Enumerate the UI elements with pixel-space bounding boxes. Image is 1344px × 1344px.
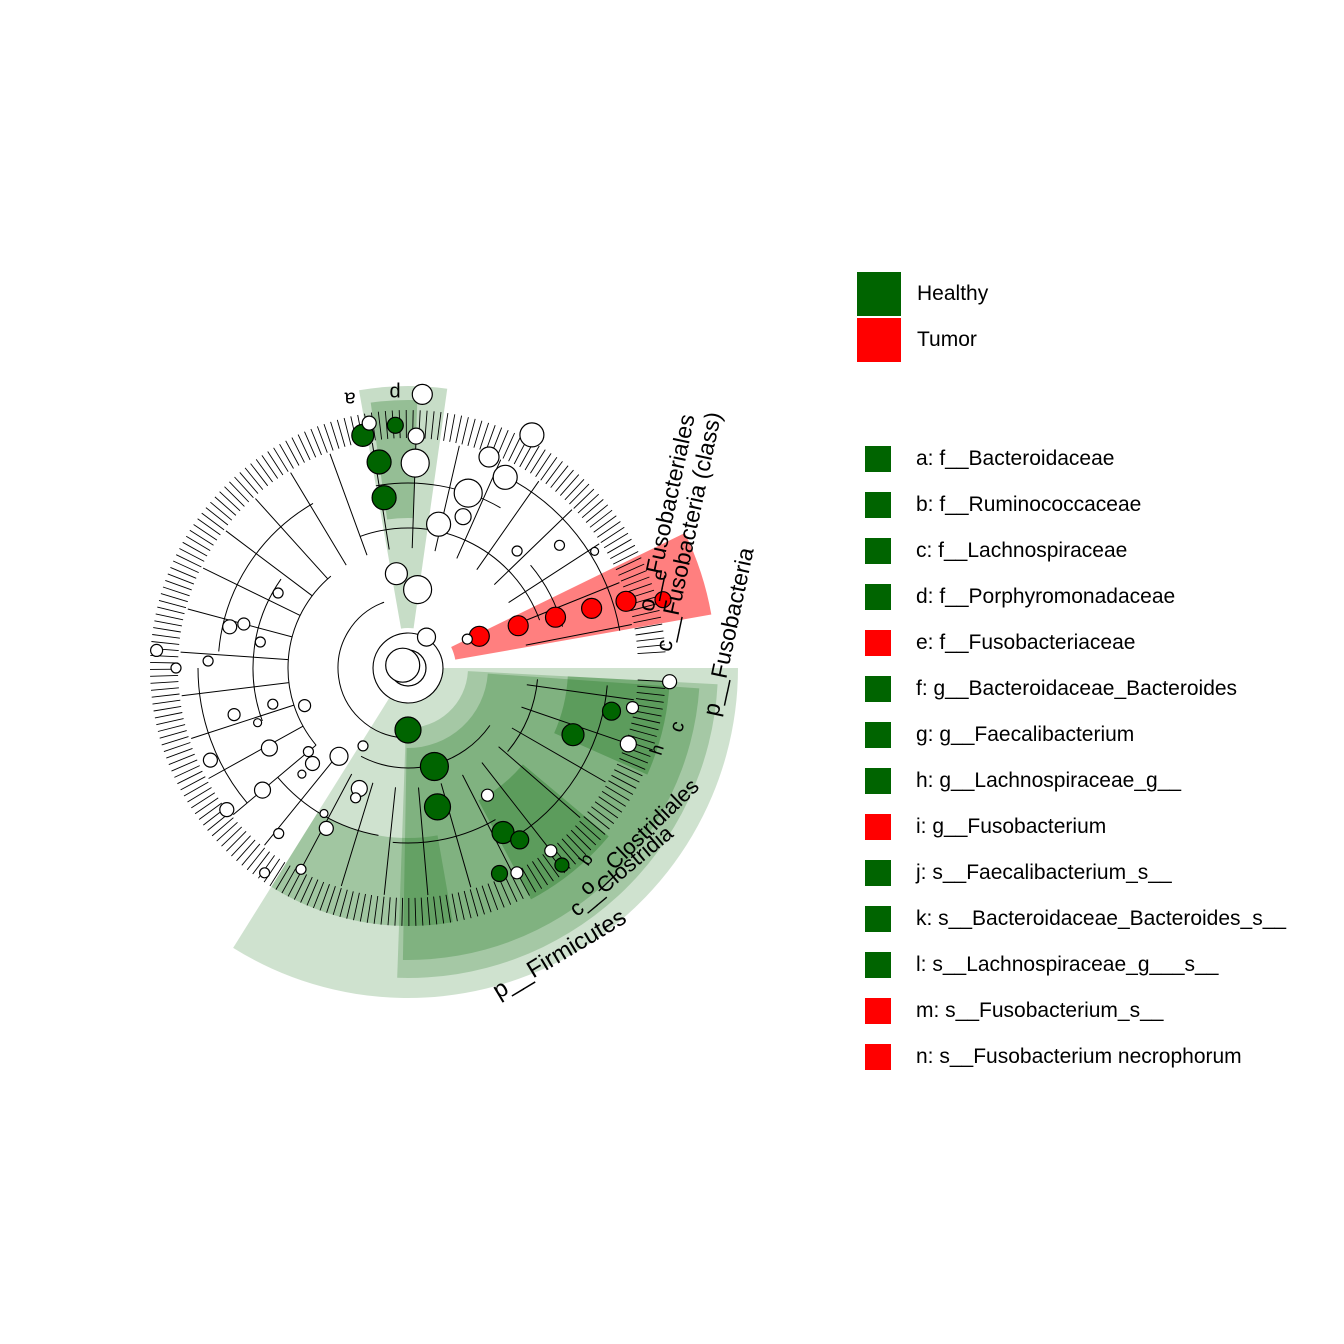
- neutral-node: [544, 844, 558, 858]
- neutral-node: [492, 464, 518, 490]
- neutral-node: [295, 863, 307, 875]
- neutral-node: [454, 508, 472, 526]
- neutral-node: [298, 698, 312, 713]
- neutral-node: [237, 617, 251, 631]
- healthy-node: [601, 701, 622, 721]
- neutral-node: [619, 735, 637, 753]
- neutral-node: [357, 740, 369, 752]
- clade-c-shade: [554, 676, 670, 775]
- neutral-node: [519, 422, 545, 448]
- neutral-node: [350, 792, 362, 804]
- clade-shading-layer: [233, 385, 738, 999]
- neutral-node: [403, 574, 433, 605]
- neutral-node: [253, 718, 263, 728]
- clade-a-shade: [370, 400, 418, 520]
- clade-b-shade: [478, 764, 609, 900]
- neutral-node: [400, 448, 430, 478]
- neutral-node: [267, 698, 279, 710]
- neutral-node: [411, 383, 433, 405]
- neutral-node: [253, 781, 272, 799]
- neutral-node: [219, 801, 235, 818]
- neutral-node: [511, 545, 523, 557]
- neutral-node: [384, 562, 408, 586]
- healthy-node: [419, 751, 449, 782]
- label-fusobacteria-phylum: p__Fusobacteria: [698, 545, 759, 718]
- firmicutes-shade: [233, 668, 738, 999]
- healthy-node: [386, 416, 404, 434]
- branch-arc: [252, 578, 282, 722]
- neutral-node: [297, 769, 307, 779]
- clostridia-shade: [397, 671, 718, 978]
- label-e: e: [648, 567, 672, 582]
- neutral-node: [625, 700, 640, 715]
- neutral-node: [329, 746, 349, 766]
- tumor-node: [544, 606, 567, 628]
- tumor-node: [468, 625, 490, 647]
- branch-arc: [337, 601, 402, 739]
- healthy-node: [554, 857, 570, 873]
- neutral-node: [480, 788, 495, 802]
- healthy-node: [371, 485, 397, 511]
- neutral-node: [416, 627, 437, 647]
- branch-arc: [218, 503, 314, 652]
- healthy-node: [366, 449, 392, 475]
- tree-nodes: [150, 383, 678, 883]
- neutral-node: [170, 662, 182, 674]
- neutral-node: [553, 539, 566, 551]
- branch-arc: [359, 527, 541, 621]
- tumor-node: [615, 590, 637, 612]
- branch-arc: [507, 679, 539, 752]
- neutral-node: [318, 820, 334, 837]
- neutral-node: [426, 511, 452, 537]
- tumor-node: [580, 597, 603, 620]
- leaf-lines: [149, 409, 666, 927]
- neutral-node: [461, 633, 473, 645]
- neutral-node: [273, 827, 285, 840]
- branch-arc: [375, 482, 501, 509]
- clade-d-shade: [359, 385, 448, 629]
- neutral-node: [150, 643, 164, 658]
- neutral-node: [304, 755, 321, 772]
- branch-arc: [392, 819, 496, 844]
- branch-arc: [515, 481, 621, 631]
- neutral-node: [222, 619, 238, 635]
- neutral-node: [259, 867, 271, 879]
- neutral-node: [361, 415, 377, 431]
- tumor-node: [507, 615, 529, 637]
- neutral-node: [272, 587, 284, 599]
- neutral-node: [453, 478, 483, 508]
- healthy-node: [490, 864, 509, 883]
- neutral-node: [589, 546, 600, 557]
- neutral-node: [254, 636, 266, 648]
- neutral-node: [202, 655, 214, 667]
- branch-arc: [197, 667, 248, 804]
- label-d: d: [389, 380, 400, 402]
- neutral-node: [227, 707, 241, 722]
- label-a: a: [344, 388, 356, 410]
- neutral-node: [510, 866, 524, 880]
- tumor-node: [654, 591, 672, 609]
- neutral-node: [202, 752, 218, 768]
- healthy-node: [423, 793, 452, 821]
- neutral-node: [661, 674, 678, 690]
- neutral-node: [478, 446, 500, 468]
- neutral-node: [407, 427, 425, 445]
- neutral-node: [385, 647, 421, 683]
- branch-arc: [287, 575, 332, 746]
- healthy-node: [561, 723, 585, 747]
- neutral-node: [302, 745, 314, 758]
- neutral-node: [319, 808, 329, 819]
- neutral-node: [260, 739, 278, 757]
- healthy-node: [510, 830, 530, 850]
- healthy-node: [394, 716, 422, 744]
